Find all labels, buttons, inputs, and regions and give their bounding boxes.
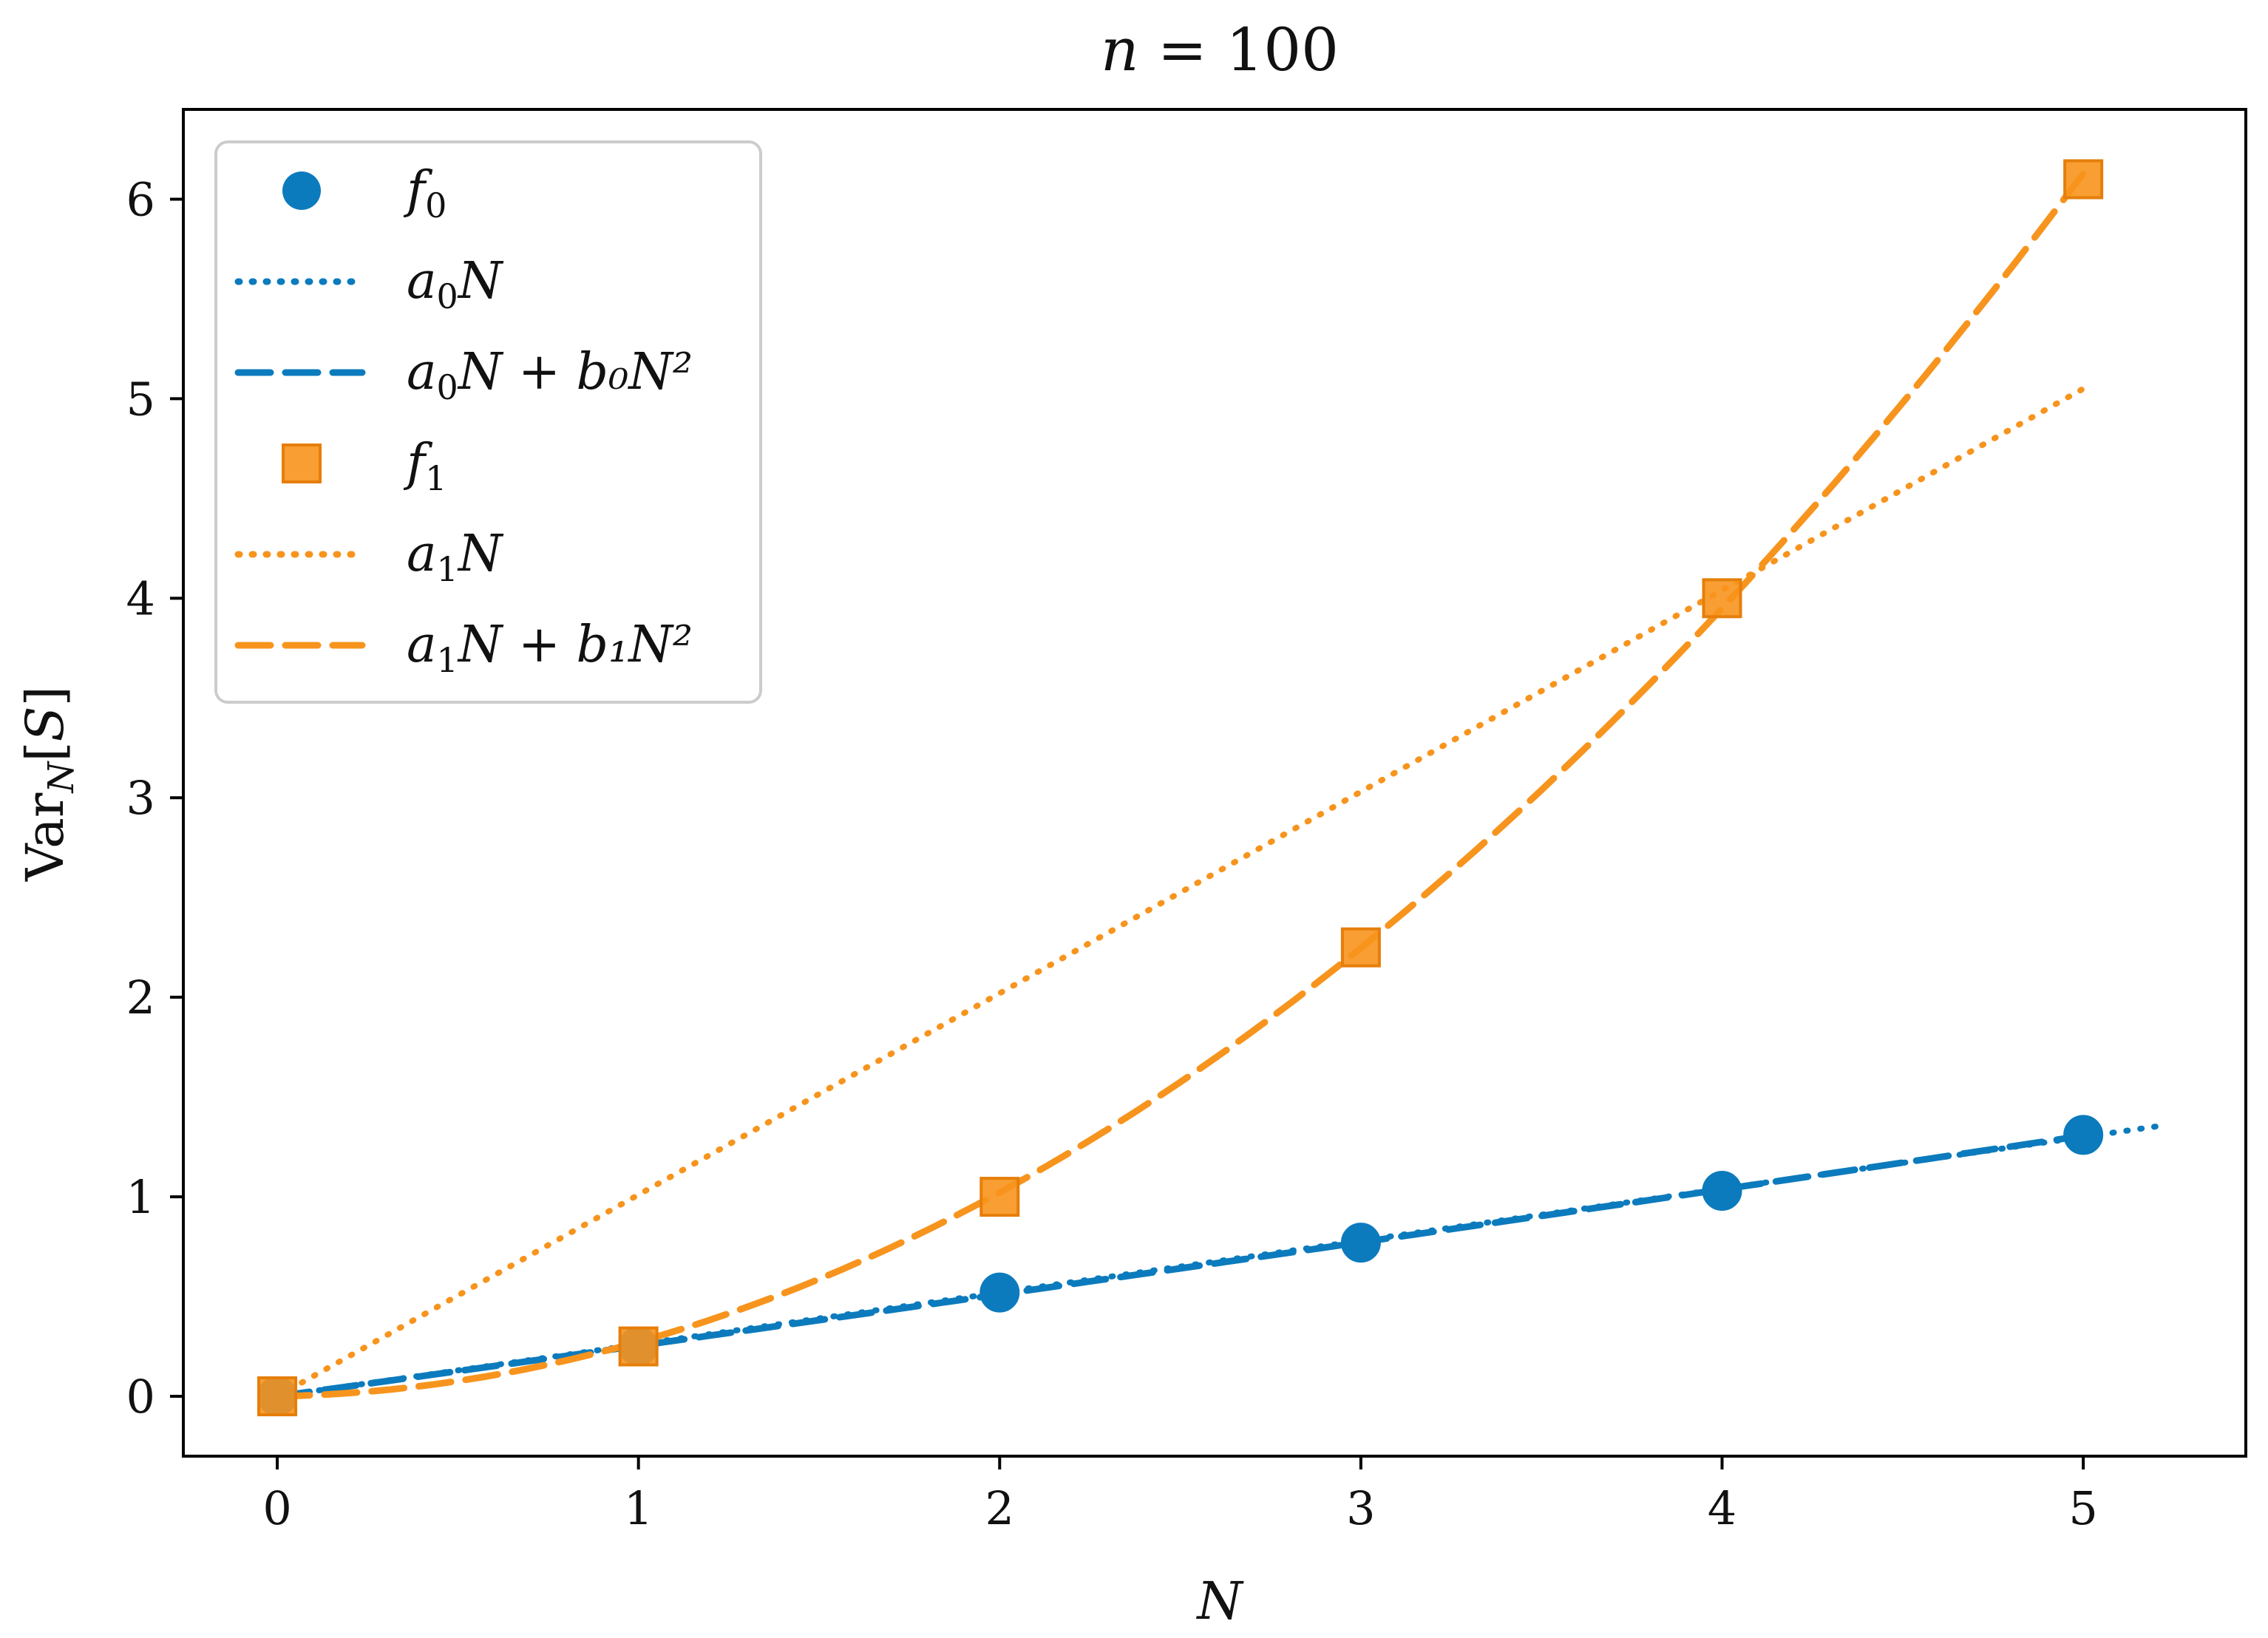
y-axis-ticks: 0 1 2 3 4 5 6 [126,172,183,1424]
data-point-circle [1702,1170,1742,1211]
data-point-circle [979,1272,1020,1313]
data-point-square [257,1376,298,1417]
y-tick-label: 5 [126,372,155,426]
data-point-square [1702,578,1742,619]
plot-area-frame [182,108,2247,1458]
x-tick-label: 3 [1346,1481,1375,1535]
y-tick-label: 6 [126,172,155,226]
series-lines [274,170,2159,1400]
series-markers [257,159,2104,1417]
legend-label: a1N + b₁N² [407,616,693,680]
y-tick-label: 2 [126,971,155,1024]
series-line-5 [274,170,2087,1400]
data-point-square [979,1177,1020,1217]
y-axis-label: VarN[S] [15,686,82,882]
data-point-square [1340,927,1381,968]
x-tick-label: 0 [262,1481,291,1535]
legend-label: a0N + b₀N² [407,343,693,407]
x-tick-label: 2 [985,1481,1014,1535]
x-tick-label: 5 [2068,1481,2097,1535]
x-axis-ticks: 0 1 2 3 4 5 [262,1456,2098,1535]
legend-marker-circle [282,171,321,210]
x-tick-label: 4 [1708,1481,1736,1535]
data-point-square [2063,159,2104,200]
data-point-circle [1340,1223,1381,1263]
y-tick-label: 4 [126,571,155,625]
y-tick-label: 3 [126,771,155,825]
chart-title: n = 100 [1101,16,1339,84]
x-tick-label: 1 [624,1481,653,1535]
legend-label: f1 [403,434,447,498]
legend-marker-square [282,444,322,483]
y-tick-label: 0 [126,1370,155,1424]
x-axis-label: N [1195,1571,1244,1631]
data-point-square [618,1326,659,1367]
legend-label: a1N [407,525,504,589]
data-point-circle [2063,1115,2104,1155]
legend-label: a0N [407,252,504,316]
y-tick-label: 1 [126,1170,155,1224]
